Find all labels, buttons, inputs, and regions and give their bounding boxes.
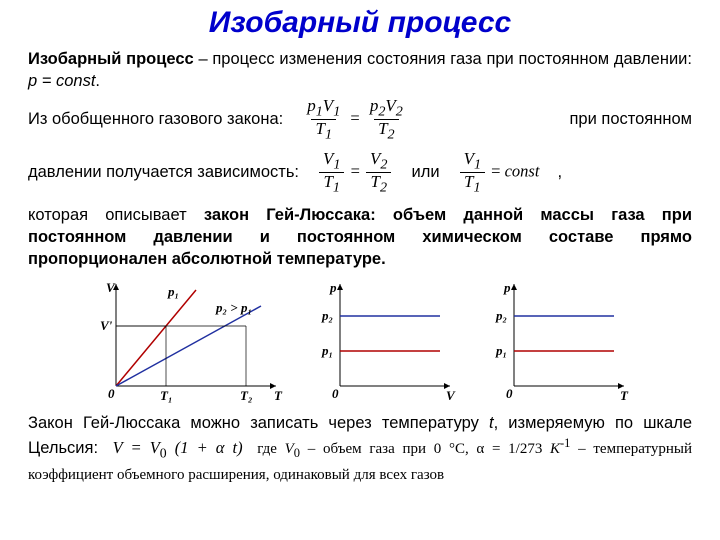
gay-lussac-law: которая описывает закон Гей-Люссака: объ… [28, 204, 692, 271]
chart-v-t: V V' p₁ p₂ > p₁ 0 T₁ T₂ T [86, 276, 286, 406]
svg-text:V': V' [100, 318, 113, 333]
charts-row: V V' p₁ p₂ > p₁ 0 T₁ T₂ T p p₂ p₁ 0 V [28, 276, 692, 406]
svg-text:0: 0 [506, 386, 513, 401]
text-dependence: давлении получается зависимость: [28, 163, 299, 182]
law-line-2: давлении получается зависимость: V1T1 = … [28, 150, 692, 196]
text-at-const-p: при постоянном [569, 110, 692, 129]
chart-p-t: p p₂ p₁ 0 T [484, 276, 634, 406]
svg-text:0: 0 [108, 386, 115, 401]
law-line-1: Из обобщенного газового закона: p1V1T1 =… [28, 97, 692, 143]
svg-text:T₁: T₁ [160, 388, 172, 403]
page-title: Изобарный процесс [28, 6, 692, 40]
formula-general-law: p1V1T1 = p2V2T2 [301, 97, 409, 143]
text-or: или [412, 163, 440, 182]
svg-text:V: V [446, 388, 456, 403]
def-term: Изобарный процесс [28, 50, 194, 68]
def-formula: p = const [28, 72, 95, 90]
chart-p-v: p p₂ p₁ 0 V [310, 276, 460, 406]
celsius-paragraph: Закон Гей-Люссака можно записать через т… [28, 412, 692, 484]
svg-text:p: p [329, 280, 337, 295]
svg-text:T: T [620, 388, 629, 403]
svg-text:0: 0 [332, 386, 339, 401]
def-text: – процесс изменения состояния газа при п… [194, 50, 692, 68]
svg-text:V: V [106, 280, 116, 295]
text-comma: , [557, 163, 562, 182]
celsius-text-1: Закон Гей-Люссака можно записать через т… [28, 414, 489, 432]
svg-text:p₁: p₁ [321, 343, 333, 358]
svg-text:T: T [274, 388, 283, 403]
formula-v-t: V1T1 = V2T2 [317, 150, 394, 196]
celsius-formula: V = V0 (1 + α t) [113, 438, 243, 457]
svg-text:p₂: p₂ [321, 308, 333, 323]
svg-text:p₂: p₂ [495, 308, 507, 323]
text-general-law: Из обобщенного газового закона: [28, 110, 283, 129]
formula-v-t-const: V1T1 = const [458, 150, 540, 196]
svg-text:p₁: p₁ [495, 343, 507, 358]
svg-text:p₂ > p₁: p₂ > p₁ [215, 300, 252, 315]
svg-text:T₂: T₂ [240, 388, 252, 403]
law-intro: которая описывает [28, 206, 204, 224]
svg-text:p₁: p₁ [167, 284, 179, 299]
svg-text:p: p [503, 280, 511, 295]
definition-paragraph: Изобарный процесс – процесс изменения со… [28, 48, 692, 93]
